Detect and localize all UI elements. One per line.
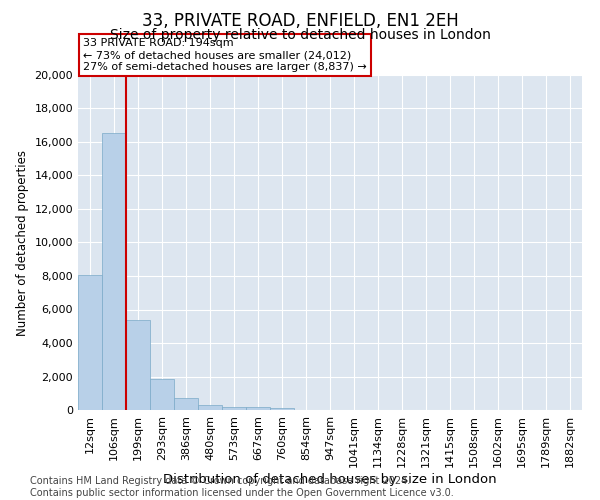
Bar [126,320,150,410]
Bar [78,275,102,410]
Bar [102,133,126,410]
X-axis label: Distribution of detached houses by size in London: Distribution of detached houses by size … [163,472,497,486]
Text: Contains HM Land Registry data © Crown copyright and database right 2024.
Contai: Contains HM Land Registry data © Crown c… [30,476,454,498]
Bar [174,398,198,410]
Y-axis label: Number of detached properties: Number of detached properties [16,150,29,336]
Text: Size of property relative to detached houses in London: Size of property relative to detached ho… [110,28,490,42]
Text: 33 PRIVATE ROAD: 194sqm
← 73% of detached houses are smaller (24,012)
27% of sem: 33 PRIVATE ROAD: 194sqm ← 73% of detache… [83,38,367,72]
Bar [246,407,270,410]
Bar [222,406,246,410]
Text: 33, PRIVATE ROAD, ENFIELD, EN1 2EH: 33, PRIVATE ROAD, ENFIELD, EN1 2EH [142,12,458,30]
Bar [270,408,294,410]
Bar [150,379,174,410]
Bar [198,405,222,410]
